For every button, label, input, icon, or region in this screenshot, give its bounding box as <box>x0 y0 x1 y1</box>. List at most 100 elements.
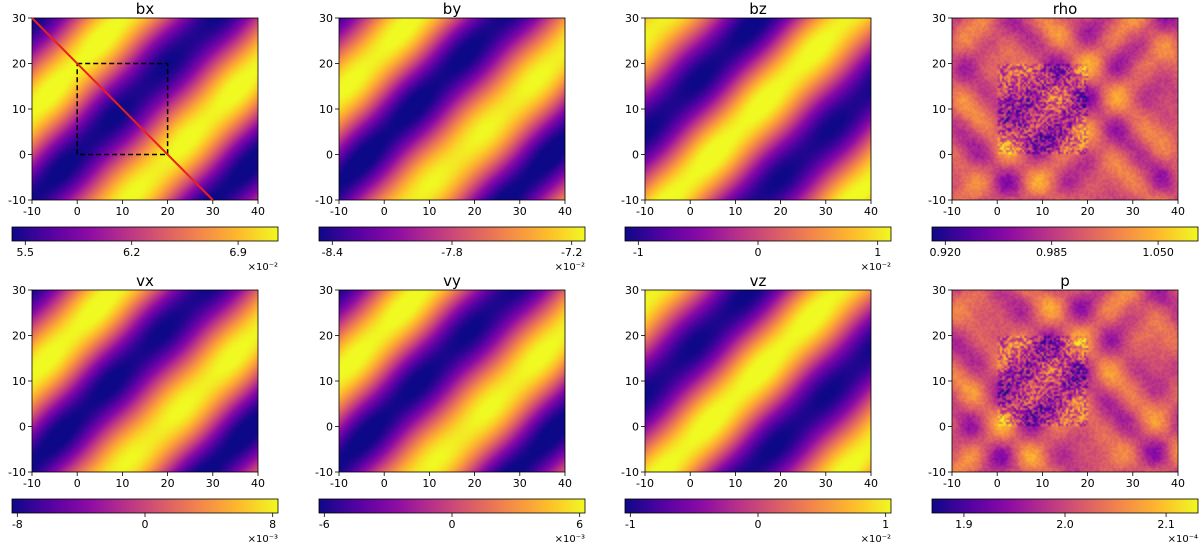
colorbar-tick-label: -8 <box>12 518 23 531</box>
colorbar-tick-label: 6 <box>576 518 583 531</box>
y-tick-label: 30 <box>625 284 639 297</box>
x-tick-label: 40 <box>864 477 878 490</box>
x-tick-label: 0 <box>381 205 388 218</box>
x-tick-label: 30 <box>206 477 220 490</box>
y-tick-label: 0 <box>939 149 946 162</box>
y-tick-label: 10 <box>319 103 333 116</box>
x-tick-label: 20 <box>161 205 175 218</box>
x-tick-label: 40 <box>1171 205 1185 218</box>
y-tick-label: 10 <box>625 103 639 116</box>
y-tick-label: 20 <box>319 330 333 343</box>
y-tick-label: 10 <box>932 103 946 116</box>
x-tick-label: 0 <box>994 205 1001 218</box>
y-tick-label: 10 <box>12 103 26 116</box>
x-tick-label: 10 <box>422 205 436 218</box>
colorbar-tick-label: -7.8 <box>441 246 462 259</box>
y-tick-label: 20 <box>625 330 639 343</box>
y-tick-label: 0 <box>632 149 639 162</box>
colorbar-tick-label: 1.050 <box>1142 246 1174 259</box>
y-tick-label: -10 <box>621 194 639 207</box>
x-tick-label: 40 <box>251 205 265 218</box>
x-tick-label: 40 <box>251 477 265 490</box>
colorbar <box>319 499 585 513</box>
x-tick-label: 30 <box>819 477 833 490</box>
y-tick-label: 20 <box>319 58 333 71</box>
colorbar-tick-label: -1 <box>625 518 636 531</box>
x-tick-label: 10 <box>115 477 129 490</box>
x-tick-label: 30 <box>206 205 220 218</box>
y-tick-label: -10 <box>928 194 946 207</box>
x-tick-label: 20 <box>774 477 788 490</box>
colorbar-multiplier: ×10⁻⁴ <box>1168 534 1198 545</box>
y-tick-label: 30 <box>625 12 639 25</box>
x-tick-label: 40 <box>864 205 878 218</box>
colorbar-tick-label: 6.2 <box>123 246 141 259</box>
y-tick-label: 30 <box>932 12 946 25</box>
colorbar-tick-label: 2.0 <box>1056 518 1074 531</box>
x-tick-label: 30 <box>819 205 833 218</box>
colorbar <box>12 227 278 241</box>
colorbar-multiplier: ×10⁻³ <box>555 534 585 545</box>
heatmap-panel-vy: vy-10 0 10 20 30 40-100102030-6 0 6×10⁻³ <box>315 272 585 545</box>
x-tick-label: 20 <box>468 205 482 218</box>
x-tick-label: 10 <box>1035 205 1049 218</box>
y-tick-label: -10 <box>8 466 26 479</box>
x-tick-label: 0 <box>687 477 694 490</box>
colorbar-tick-label: 0.920 <box>930 246 962 259</box>
x-tick-label: 40 <box>558 477 572 490</box>
y-tick-label: -10 <box>621 466 639 479</box>
y-tick-label: 10 <box>12 375 26 388</box>
heatmap-image <box>32 18 258 200</box>
x-tick-label: 40 <box>558 205 572 218</box>
y-tick-label: 0 <box>939 421 946 434</box>
panel-title: vz <box>750 272 767 290</box>
colorbar-tick-label: 0 <box>142 518 149 531</box>
y-tick-label: -10 <box>928 466 946 479</box>
heatmap-image <box>339 290 565 472</box>
colorbar <box>932 499 1198 513</box>
y-tick-label: -10 <box>315 194 333 207</box>
x-tick-label: 0 <box>381 477 388 490</box>
colorbar-tick-label: 2.1 <box>1157 518 1175 531</box>
colorbar-tick-label: 1 <box>882 518 889 531</box>
panel-title: vy <box>443 272 461 290</box>
colorbar <box>12 499 278 513</box>
x-tick-label: 10 <box>728 205 742 218</box>
x-tick-label: 0 <box>74 205 81 218</box>
x-tick-label: 30 <box>1126 205 1140 218</box>
y-tick-label: 0 <box>19 421 26 434</box>
colorbar-tick-label: 1.9 <box>955 518 973 531</box>
x-tick-label: 20 <box>1081 477 1095 490</box>
colorbar-tick-label: 0 <box>755 246 762 259</box>
colorbar-multiplier: ×10⁻³ <box>248 534 278 545</box>
panel-title: vx <box>136 272 154 290</box>
colorbar-tick-label: 6.9 <box>229 246 247 259</box>
x-tick-label: 30 <box>513 205 527 218</box>
y-tick-label: -10 <box>8 194 26 207</box>
colorbar-tick-label: 8 <box>269 518 276 531</box>
x-tick-label: 10 <box>115 205 129 218</box>
y-tick-label: 0 <box>326 149 333 162</box>
colorbar-tick-label: 0 <box>755 518 762 531</box>
y-tick-label: 20 <box>12 330 26 343</box>
colorbar-tick-label: -8.4 <box>322 246 343 259</box>
y-tick-label: 20 <box>12 58 26 71</box>
colorbar <box>932 227 1198 241</box>
heatmap-image <box>645 290 871 472</box>
x-tick-label: 20 <box>468 477 482 490</box>
heatmap-image <box>952 18 1178 200</box>
y-tick-label: 30 <box>319 12 333 25</box>
colorbar-multiplier: ×10⁻² <box>555 262 585 273</box>
y-tick-label: 20 <box>932 330 946 343</box>
y-tick-label: -10 <box>315 466 333 479</box>
colorbar <box>319 227 585 241</box>
colorbar <box>625 227 891 241</box>
x-tick-label: 20 <box>774 205 788 218</box>
x-tick-label: 40 <box>1171 477 1185 490</box>
x-tick-label: 0 <box>687 205 694 218</box>
x-tick-label: 0 <box>994 477 1001 490</box>
x-tick-label: 10 <box>728 477 742 490</box>
heatmap-panel-by: by -10 0 10 20 30 40 -10 0 10 20 30 -8.4 -7.8 -7.2 ×10⁻… <box>315 0 585 273</box>
